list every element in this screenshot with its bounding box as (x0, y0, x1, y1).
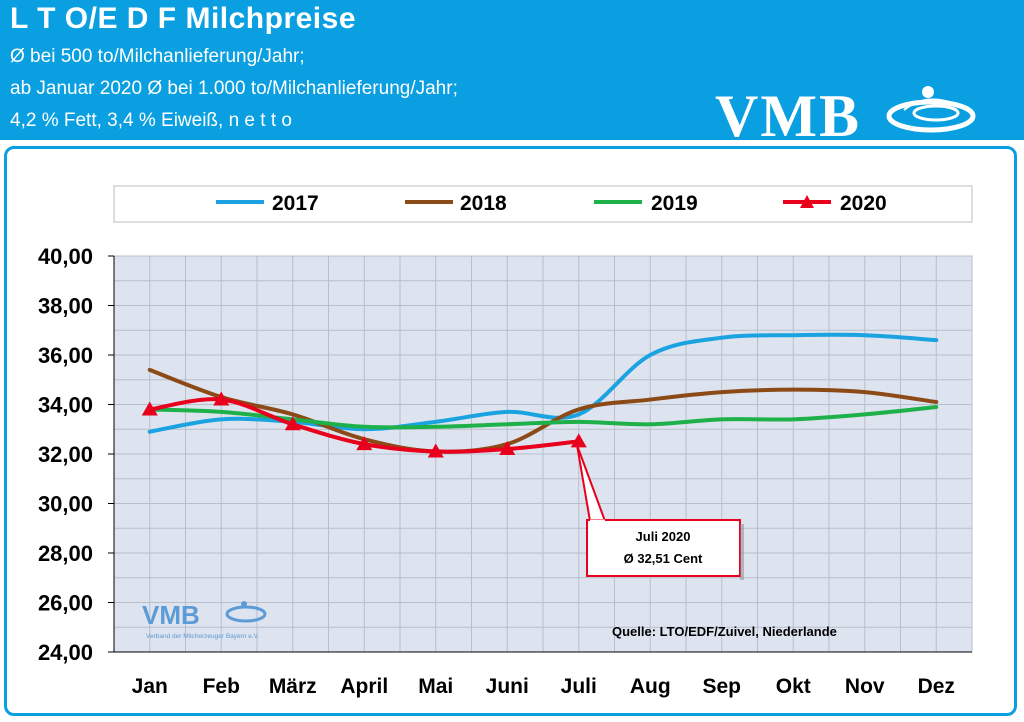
watermark-subtitle: Verband der Milcherzeuger Bayern e.V. (146, 633, 259, 640)
watermark-dot-icon (241, 601, 247, 607)
data-point-2020-Feb (213, 391, 230, 406)
x-tick-label: Juli (561, 675, 597, 698)
x-tick-label: Feb (203, 675, 240, 698)
callout: Juli 2020 Ø 32,51 Cent (576, 444, 744, 580)
subtitle-line-3: 4,2 % Fett, 3,4 % Eiweiß, n e t t o (10, 110, 292, 131)
x-tick-label: Mai (418, 675, 453, 698)
legend-marker-2020 (800, 195, 814, 208)
series-line-2019 (147, 404, 939, 430)
data-point-2020-Juni (499, 441, 516, 456)
x-axis: Jan Feb März April Mai Juni Juli Aug Sep Okt Nov De… (114, 651, 972, 698)
x-tick-label: Dez (918, 675, 955, 698)
watermark-swirl-icon (225, 605, 267, 623)
vmb-logo-text: VMB (715, 83, 861, 149)
series-line-2018 (147, 367, 939, 454)
x-tick-label: Jan (132, 675, 168, 698)
legend-label-2018: 2018 (460, 192, 507, 215)
watermark-logo: VMB Verband der Milcherzeuger Bayern e.V… (142, 600, 267, 640)
x-tick-label: März (269, 675, 317, 698)
y-tick-label: 26,00 (38, 591, 93, 616)
watermark-logo-text: VMB (142, 600, 200, 630)
page-title: L T O/E D F Milchpreise (10, 2, 357, 35)
data-point-2020-Mai (427, 443, 444, 458)
callout-line-1: Juli 2020 (636, 529, 691, 544)
x-tick-label: Aug (630, 675, 671, 698)
y-tick-label: 28,00 (38, 541, 93, 566)
series-layer (141, 332, 939, 458)
x-tick-label: April (340, 675, 388, 698)
callout-line-2: Ø 32,51 Cent (624, 551, 703, 566)
callout-box (586, 519, 741, 577)
x-tick-label: Nov (845, 675, 885, 698)
data-point-2020-April (356, 436, 373, 451)
data-point-2020-Juli (570, 433, 587, 448)
y-tick-label: 36,00 (38, 343, 93, 368)
legend-label-2020: 2020 (840, 192, 887, 215)
y-tick-label: 24,00 (38, 640, 93, 665)
x-tick-label: Juni (486, 675, 529, 698)
legend: 2017 2018 2019 2020 (113, 185, 973, 223)
vmb-logo: VMB (715, 80, 979, 151)
legend-label-2017: 2017 (272, 192, 319, 215)
legend-label-2019: 2019 (651, 192, 698, 215)
data-point-2020-März (284, 416, 301, 431)
y-tick-label: 34,00 (38, 393, 93, 418)
y-tick-label: 32,00 (38, 442, 93, 467)
y-axis: 24,00 26,00 28,00 30,00 32,00 34,00 36,00 38,00… (38, 244, 115, 665)
source-note: Quelle: LTO/EDF/Zuivel, Niederlande (612, 624, 837, 639)
subtitle-line-2: ab Januar 2020 Ø bei 1.000 to/Milchanlie… (10, 78, 458, 99)
y-tick-label: 30,00 (38, 492, 93, 517)
y-tick-label: 38,00 (38, 294, 93, 319)
header-banner: L T O/E D F Milchpreise Ø bei 500 to/Mil… (0, 0, 1024, 149)
x-tick-label: Sep (702, 675, 741, 698)
subtitle-line-1: Ø bei 500 to/Milchanlieferung/Jahr; (10, 46, 305, 67)
data-point-2020-Jan (141, 401, 158, 416)
y-tick-label: 40,00 (38, 244, 93, 269)
x-tick-label: Okt (776, 675, 811, 698)
swirl-logo-icon (886, 86, 976, 133)
callout-shadow (740, 524, 744, 580)
